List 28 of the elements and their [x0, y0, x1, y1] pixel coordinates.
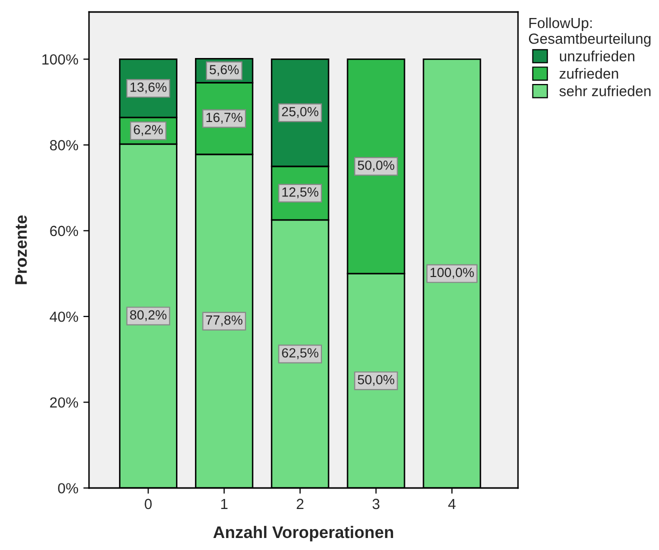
y-axis-title: Prozente: [15, 215, 27, 284]
legend-label: sehr zufrieden: [559, 86, 650, 96]
y-tick-label: 0%: [58, 483, 78, 494]
x-tick-label: 2: [296, 498, 304, 509]
x-tick-label: 1: [221, 498, 228, 509]
x-tick-label: 0: [144, 498, 152, 510]
data-label: 100,0%: [430, 268, 474, 279]
y-tick-label: 80%: [50, 140, 78, 150]
data-label: 12,5%: [282, 187, 318, 198]
x-tick-label: 4: [448, 498, 456, 509]
data-label: 25,0%: [282, 106, 318, 118]
data-label: 6,2%: [134, 124, 163, 136]
data-label: 5,6%: [210, 64, 239, 76]
data-label: 13,6%: [130, 82, 166, 94]
x-axis-title: Anzahl Voroperationen: [213, 526, 394, 542]
legend-label: unzufrieden: [560, 50, 634, 62]
data-label: 50,0%: [358, 374, 394, 386]
data-label: 62,5%: [282, 348, 318, 360]
data-label: 77,8%: [206, 315, 242, 326]
y-tick-label: 40%: [50, 312, 78, 322]
y-tick-label: 20%: [50, 397, 78, 408]
x-tick-label: 3: [372, 498, 380, 510]
y-tick-label: 60%: [50, 226, 78, 236]
y-tick-label: 100%: [42, 54, 78, 65]
legend-label: zufrieden: [560, 68, 618, 79]
data-label: 50,0%: [358, 160, 394, 172]
data-label: 80,2%: [130, 310, 166, 322]
data-label: 16,7%: [206, 112, 242, 124]
